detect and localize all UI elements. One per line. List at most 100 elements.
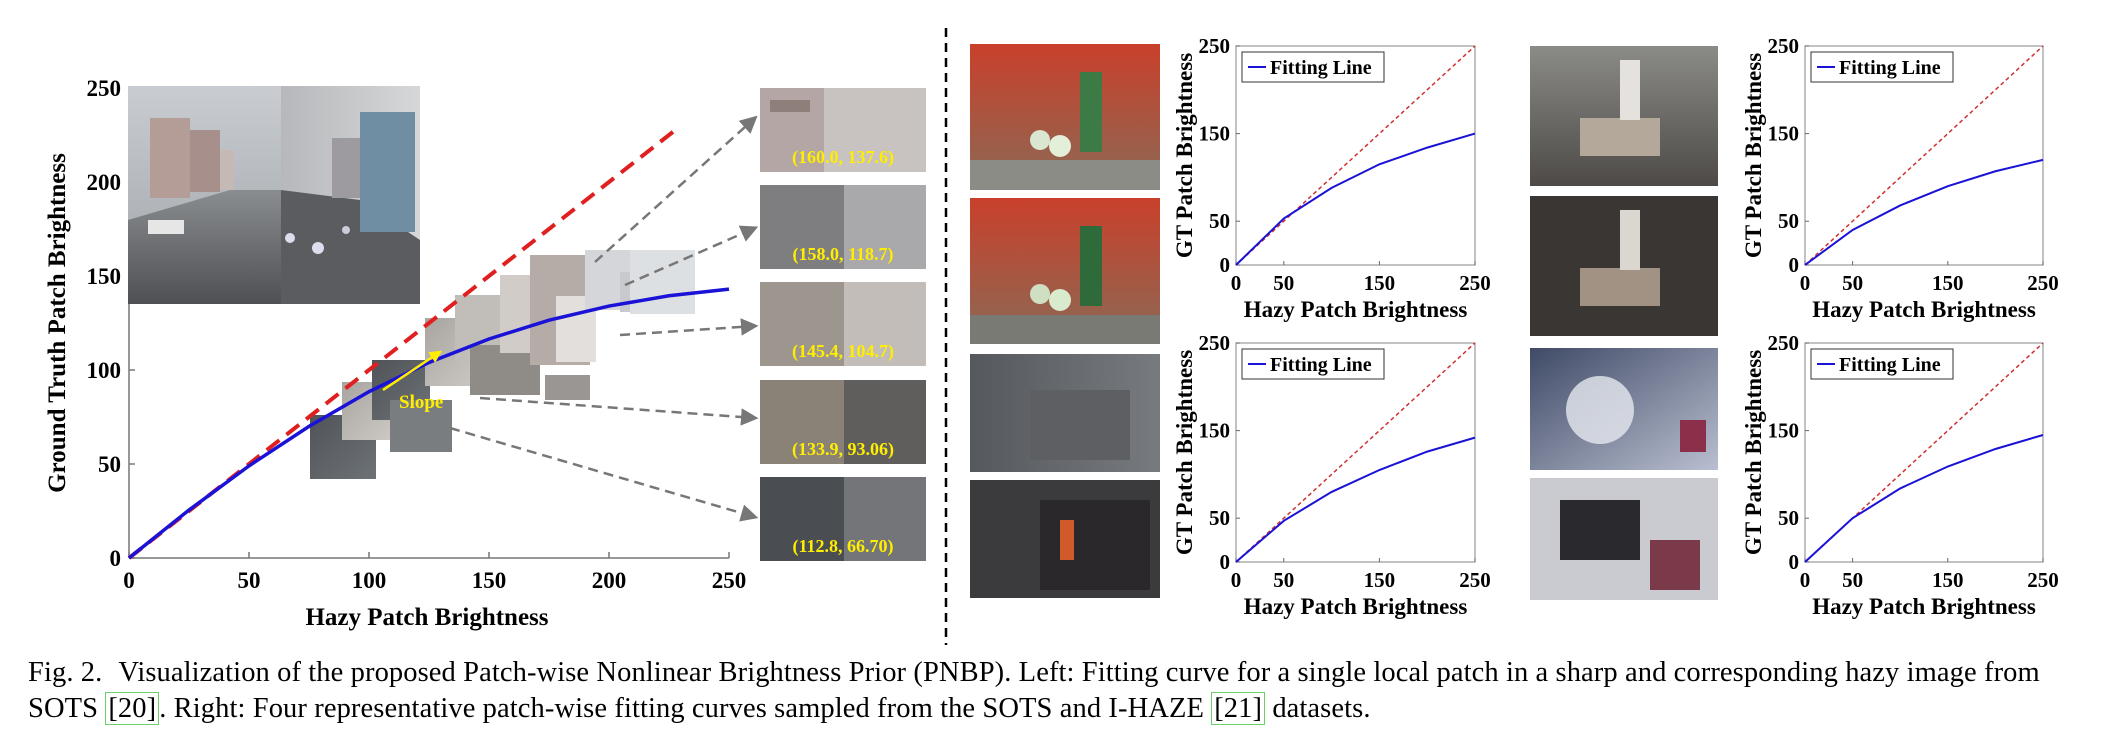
- legend-label: Fitting Line: [1839, 354, 1941, 376]
- scene-photo: [970, 480, 1160, 598]
- patch-thumbnails: (160.0, 137.6) (158.0, 118.7) (145.4, 10…: [760, 88, 926, 561]
- patch-value: (160.0, 137.6): [792, 147, 894, 168]
- y-axis-label: GT Patch Brightness: [1172, 350, 1197, 555]
- reference-line: [1804, 45, 2044, 266]
- plot-frame: [1804, 45, 2044, 266]
- x-tick-label: 50: [1273, 568, 1294, 592]
- y-tick-label: 150: [1768, 122, 1800, 146]
- figure: 0 50 100 150 200 250 0 50 100 150 200 250: [44, 28, 2059, 645]
- legend: Fitting Line: [1241, 348, 1385, 380]
- x-tick-label: 0: [123, 568, 135, 593]
- small-chart: 0 50 150 250 0 50 150 250 Fitting Line Hazy Patch…: [1172, 331, 1491, 619]
- x-tick-label: 150: [1364, 271, 1396, 295]
- x-tick-label: 100: [352, 568, 387, 593]
- y-tick-label: 0: [1789, 550, 1800, 574]
- x-axis-label: Hazy Patch Brightness: [1244, 594, 1468, 619]
- x-axis-label: Hazy Patch Brightness: [1812, 297, 2036, 322]
- right-charts: 0 50 150 250 0 50 150 250 Fitting Line Hazy Patch…: [1172, 34, 2059, 619]
- fitting-curve: [1235, 132, 1476, 266]
- scene-photo: [970, 354, 1160, 472]
- patch-arrow: [594, 115, 758, 263]
- x-tick-label: 50: [1273, 271, 1294, 295]
- y-tick-label: 150: [1199, 122, 1231, 146]
- plot-frame: [1235, 45, 1476, 266]
- plot-frame: [1804, 342, 2044, 563]
- x-tick-label: 0: [1231, 271, 1242, 295]
- y-tick-label: 0: [110, 546, 122, 571]
- patch-value: (133.9, 93.06): [792, 439, 894, 460]
- y-tick-label: 250: [1199, 34, 1231, 58]
- y-tick-label: 150: [87, 264, 122, 289]
- patch-arrow: [479, 396, 759, 426]
- scene-photo: [970, 44, 1160, 190]
- scene-photo: [1530, 348, 1718, 470]
- y-tick-label: 0: [1220, 550, 1231, 574]
- y-tick-label: 0: [1789, 253, 1800, 277]
- fitting-curve: [1235, 436, 1476, 563]
- legend-label: Fitting Line: [1270, 354, 1372, 376]
- x-axis-label: Hazy Patch Brightness: [1244, 297, 1468, 322]
- patch-stack: [310, 250, 695, 479]
- x-tick-label: 0: [1800, 271, 1811, 295]
- y-tick-label: 150: [1768, 419, 1800, 443]
- x-axis-label: Hazy Patch Brightness: [1812, 594, 2036, 619]
- y-tick-label: 50: [1778, 506, 1799, 530]
- caption-text: datasets.: [1265, 693, 1371, 724]
- legend-label: Fitting Line: [1839, 57, 1941, 79]
- y-tick-label: 250: [1768, 331, 1800, 355]
- slope-label: Slope: [399, 392, 443, 413]
- left-chart: 0 50 100 150 200 250 0 50 100 150 200 250: [44, 76, 746, 631]
- x-tick-label: 150: [1932, 568, 1964, 592]
- patch-value: (158.0, 118.7): [793, 244, 894, 265]
- y-tick-label: 50: [1778, 209, 1799, 233]
- left-ticks: 0 50 100 150 200 250 0 50 100 150 200 250: [87, 76, 747, 593]
- x-tick-label: 250: [712, 568, 747, 593]
- x-tick-label: 0: [1800, 568, 1811, 592]
- scene-photo: [1530, 478, 1718, 600]
- small-chart: 0 50 150 250 0 50 150 250 Fitting Line Hazy Patch…: [1741, 331, 2059, 619]
- right-scene-images: [970, 44, 1718, 600]
- caption-text: Visualization of the proposed Patch-wise…: [28, 657, 2040, 724]
- x-tick-label: 50: [1842, 568, 1863, 592]
- caption-text: . Right: Four representative patch-wise …: [159, 693, 1212, 724]
- patch-arrows: [449, 115, 759, 522]
- legend: Fitting Line: [1241, 51, 1385, 83]
- reference-line: [1804, 342, 2044, 563]
- y-tick-label: 50: [98, 452, 121, 477]
- figure-caption: Fig. 2. Visualization of the proposed Pat…: [28, 655, 2088, 727]
- scene-photo: [128, 86, 420, 304]
- x-tick-label: 150: [1932, 271, 1964, 295]
- fitting-curve: [1804, 434, 2044, 563]
- x-tick-label: 150: [1364, 568, 1396, 592]
- y-axis-label: GT Patch Brightness: [1172, 53, 1197, 258]
- x-tick-label: 50: [238, 568, 261, 593]
- patch-thumbnail: (133.9, 93.06): [760, 380, 926, 464]
- y-axis-label: GT Patch Brightness: [1741, 53, 1766, 258]
- patch-arrow: [449, 426, 759, 522]
- x-tick-label: 50: [1842, 271, 1863, 295]
- citation-link[interactable]: [20]: [105, 692, 160, 725]
- left-y-axis-label: Ground Truth Patch Brightness: [44, 153, 71, 493]
- citation-link[interactable]: [21]: [1211, 692, 1266, 725]
- patch-value: (112.8, 66.70): [793, 536, 894, 557]
- scene-photo: [970, 198, 1160, 344]
- legend: Fitting Line: [1810, 51, 1954, 83]
- patch-value: (145.4, 104.7): [792, 341, 894, 362]
- y-tick-label: 50: [1209, 506, 1230, 530]
- caption-label: Fig. 2.: [28, 657, 103, 688]
- x-tick-label: 250: [1459, 568, 1491, 592]
- x-tick-label: 0: [1231, 568, 1242, 592]
- x-tick-label: 200: [592, 568, 627, 593]
- y-tick-label: 250: [87, 76, 122, 101]
- patch-thumbnail: (145.4, 104.7): [760, 282, 926, 366]
- y-tick-label: 250: [1768, 34, 1800, 58]
- small-chart: 0 50 150 250 0 50 150 250 Fitting Line Hazy Patch…: [1172, 34, 1491, 322]
- plot-frame: [1235, 342, 1476, 563]
- fitting-curve: [1804, 158, 2044, 266]
- scene-photo: [1530, 196, 1718, 336]
- scene-photo: [1530, 46, 1718, 186]
- legend-label: Fitting Line: [1270, 57, 1372, 79]
- y-tick-label: 100: [87, 358, 122, 383]
- y-tick-label: 200: [87, 170, 122, 195]
- x-tick-label: 150: [472, 568, 507, 593]
